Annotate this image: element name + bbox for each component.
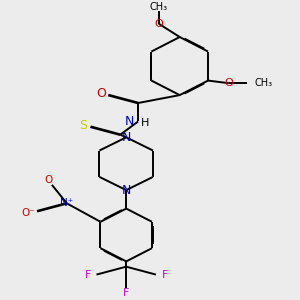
Text: H: H [141, 118, 150, 128]
Text: CH₃: CH₃ [150, 2, 168, 12]
Text: O: O [154, 19, 163, 29]
Text: O: O [96, 87, 106, 100]
Text: N: N [122, 131, 131, 144]
Text: CH₃: CH₃ [254, 78, 272, 88]
Text: N: N [122, 184, 131, 196]
Text: F: F [84, 270, 91, 280]
Text: F: F [123, 288, 129, 298]
Text: N⁺: N⁺ [60, 198, 74, 208]
Text: F: F [162, 270, 168, 280]
Text: O: O [224, 78, 233, 88]
Text: O⁻: O⁻ [21, 208, 35, 218]
Text: O: O [45, 175, 53, 184]
Text: S: S [79, 119, 87, 133]
Text: N: N [124, 115, 134, 128]
